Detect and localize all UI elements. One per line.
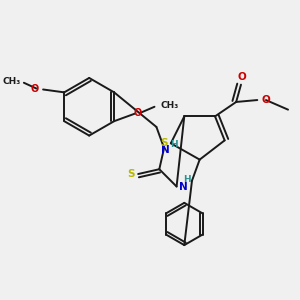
Text: H: H: [170, 140, 178, 149]
Text: S: S: [128, 169, 135, 179]
Text: S: S: [160, 138, 168, 148]
Text: N: N: [178, 182, 187, 191]
Text: H: H: [183, 175, 191, 184]
Text: O: O: [261, 95, 270, 105]
Text: O: O: [31, 83, 39, 94]
Text: N: N: [161, 145, 170, 155]
Text: O: O: [133, 107, 141, 118]
Text: CH₃: CH₃: [3, 77, 21, 86]
Text: CH₃: CH₃: [160, 101, 178, 110]
Text: O: O: [238, 72, 246, 82]
